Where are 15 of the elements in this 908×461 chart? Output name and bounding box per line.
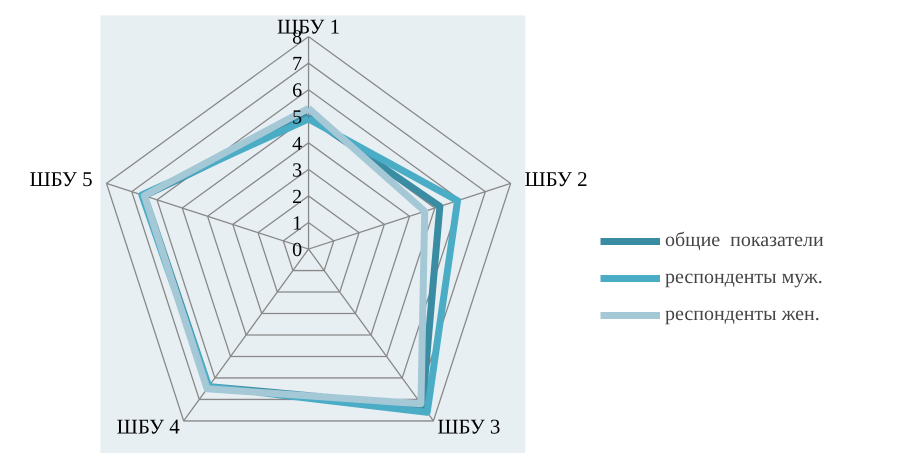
y-tick-label: 7 [292,53,302,76]
y-tick-label: 1 [292,212,302,234]
legend-label: общие показатели [665,229,824,252]
legend-label: респонденты муж. [665,266,823,289]
y-tick-label: 3 [292,159,302,182]
y-tick-label: 0 [292,239,302,262]
spoke-label: ШБУ 2 [524,166,588,191]
y-tick-label: 2 [292,186,302,208]
spoke-label: ШБУ 3 [437,414,500,438]
spoke-label: ШБУ 4 [116,414,180,438]
legend-label: респонденты жен. [665,303,820,326]
y-tick-label: 4 [292,132,302,155]
y-tick-label: 5 [292,106,302,128]
y-tick-label: 6 [292,80,302,102]
spoke-label: ШБУ 5 [29,166,93,191]
